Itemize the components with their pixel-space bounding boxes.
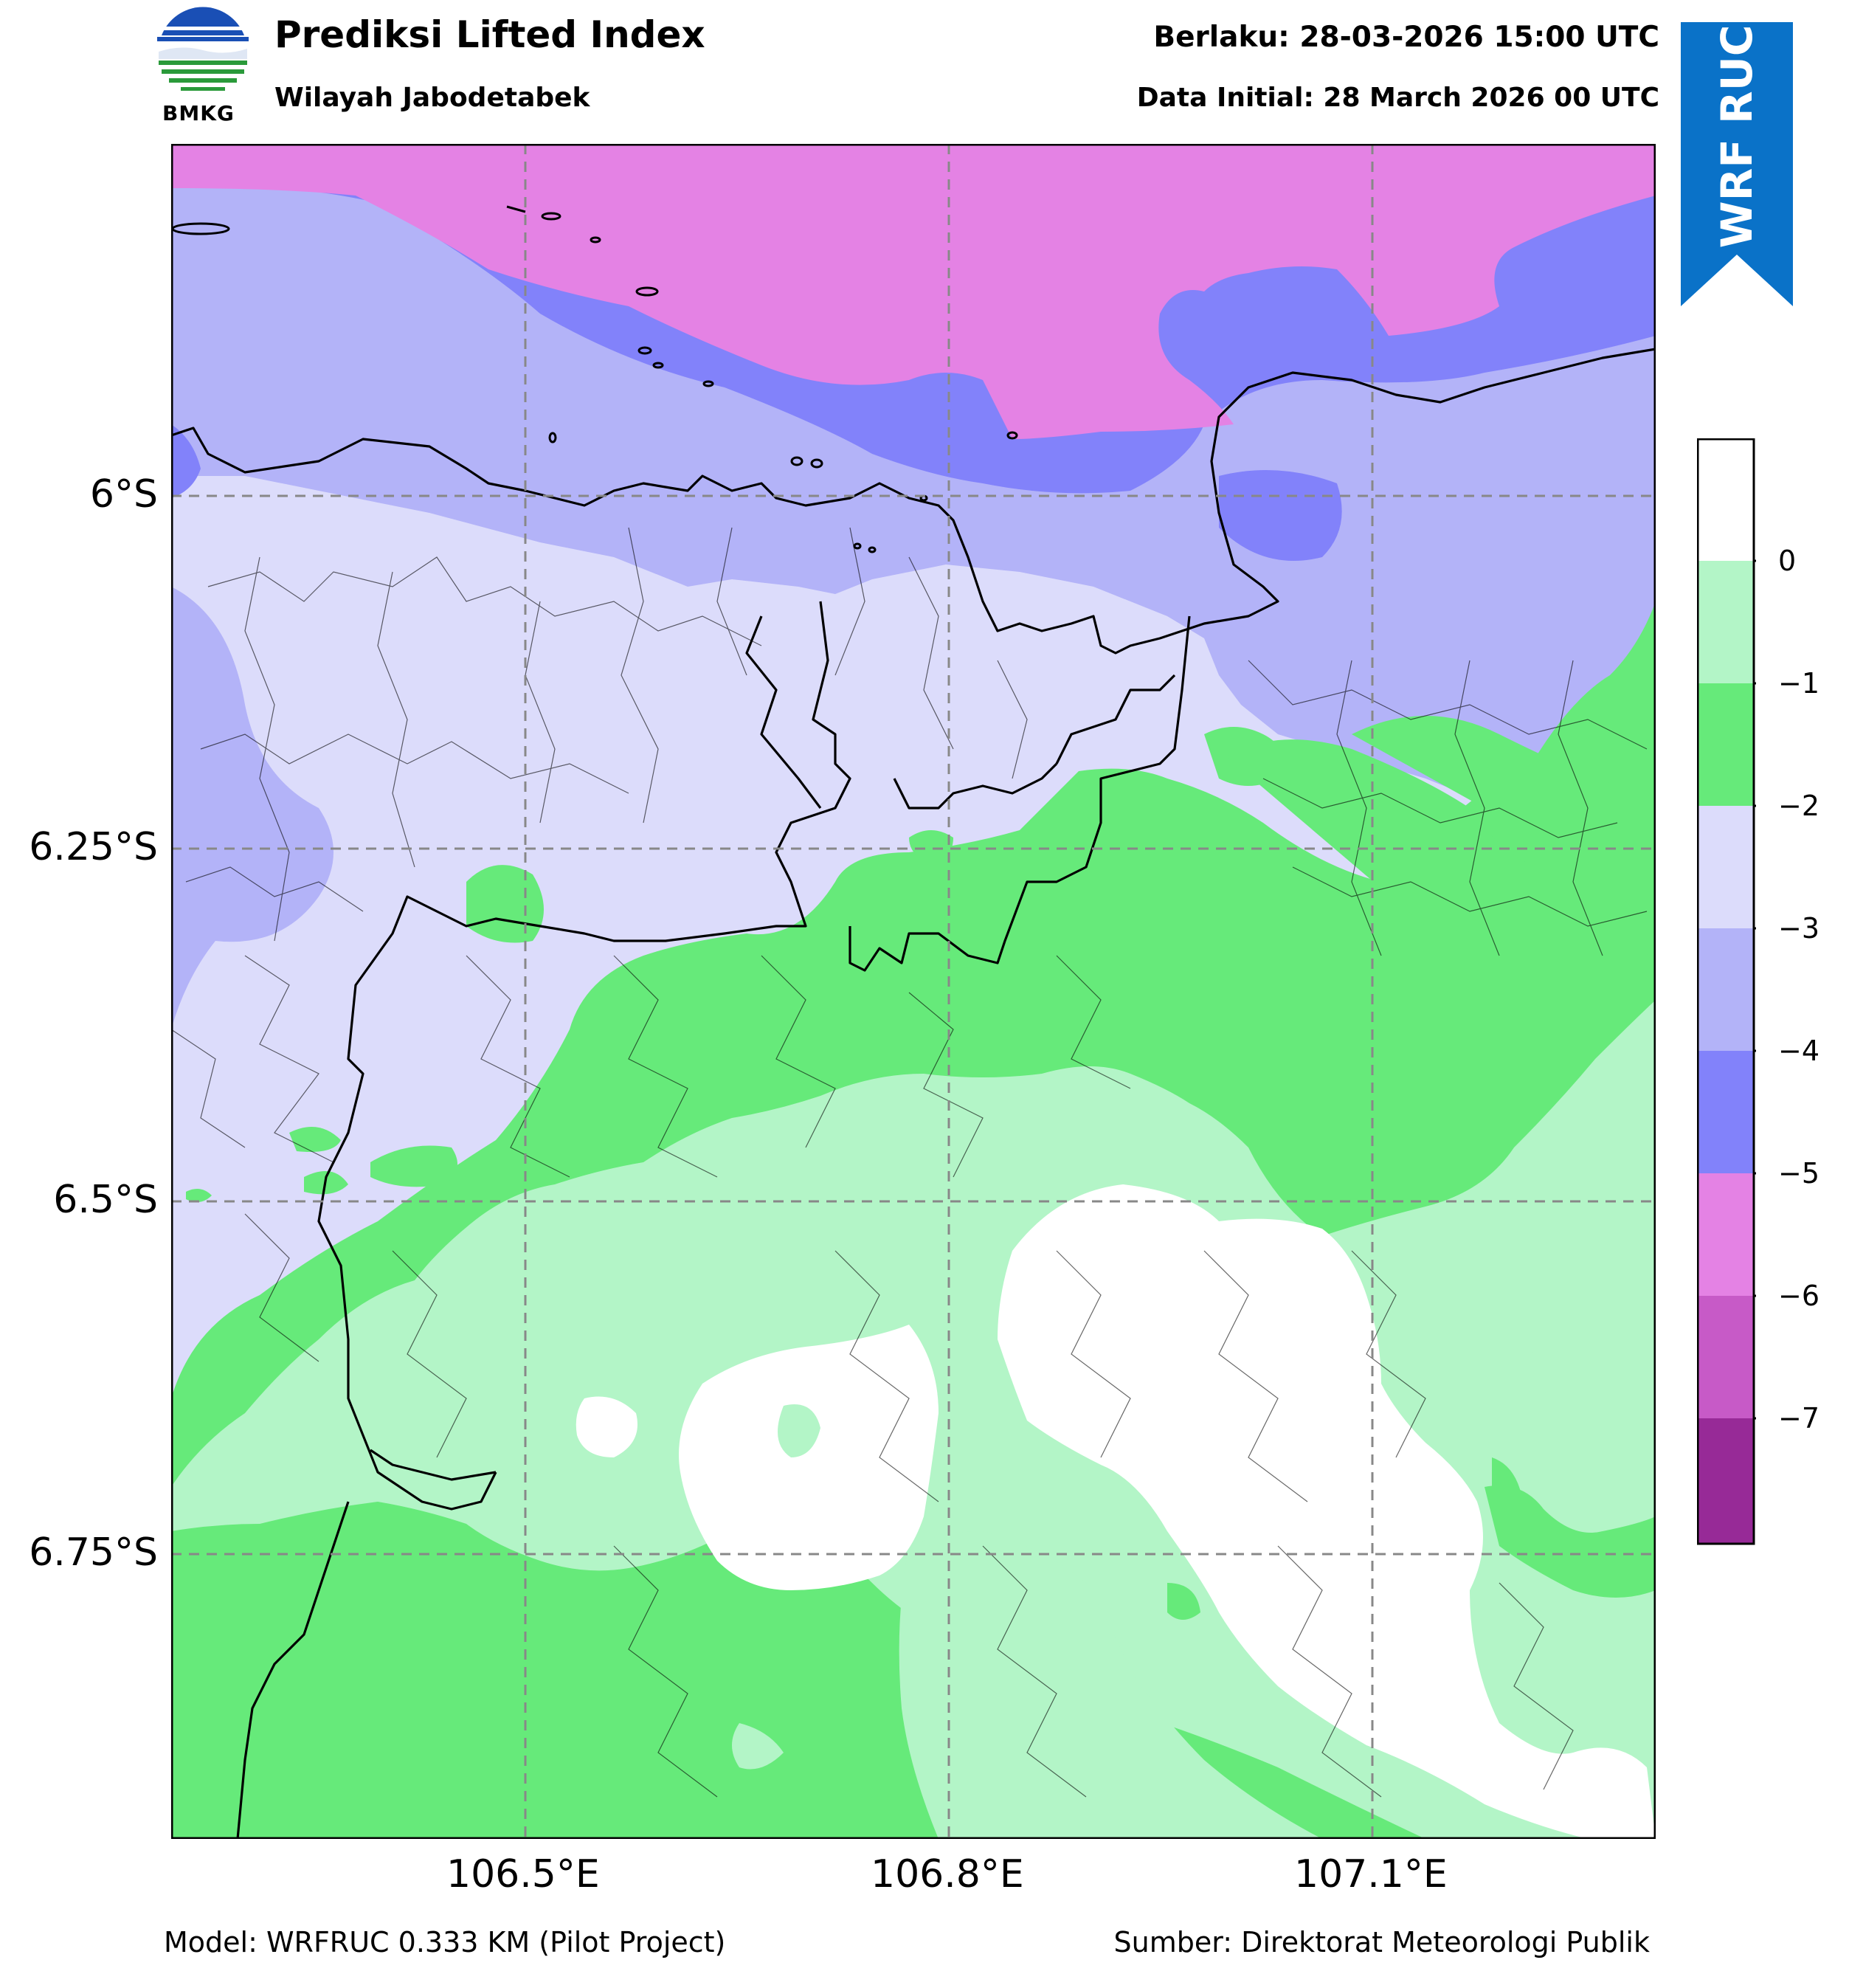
colorbar-tick-0: 0 [1778, 545, 1797, 577]
lat-tick-2: 6.25°S [29, 825, 158, 869]
colorbar-tick-m4: −4 [1778, 1035, 1820, 1067]
map-panel [170, 143, 1656, 1840]
colorbar-tick-m1: −1 [1778, 667, 1820, 700]
lon-tick-3: 107.1°E [1294, 1852, 1448, 1896]
valid-time: Berlaku: 28-03-2026 15:00 UTC [1153, 21, 1659, 54]
badge-text: WRF RUC [1712, 24, 1762, 249]
lon-tick-2: 106.8°E [871, 1852, 1024, 1896]
bmkg-logo [151, 6, 255, 98]
lat-tick-4: 6.75°S [29, 1530, 158, 1575]
colorbar-tick-m6: −6 [1778, 1280, 1820, 1312]
model-note: Model: WRFRUC 0.333 KM (Pilot Project) [164, 1926, 726, 1958]
chart-title: Prediksi Lifted Index [274, 13, 705, 56]
lat-tick-3: 6.5°S [53, 1178, 158, 1222]
logo-label: BMKG [162, 101, 235, 125]
chart-subtitle: Wilayah Jabodetabek [274, 83, 590, 113]
lifted-index-map [170, 143, 1656, 1840]
colorbar-tick-m5: −5 [1778, 1157, 1820, 1190]
colorbar [1696, 438, 1760, 1545]
wrf-ruc-badge: WRF RUC [1681, 22, 1793, 306]
source-note: Sumber: Direktorat Meteorologi Publik [1113, 1926, 1650, 1958]
init-time: Data Initial: 28 March 2026 00 UTC [1136, 83, 1659, 113]
lon-tick-1: 106.5°E [446, 1852, 600, 1896]
lat-tick-1: 6°S [89, 472, 158, 517]
colorbar-tick-m3: −3 [1778, 912, 1820, 945]
colorbar-tick-m2: −2 [1778, 790, 1820, 822]
colorbar-tick-m7: −7 [1778, 1402, 1820, 1435]
